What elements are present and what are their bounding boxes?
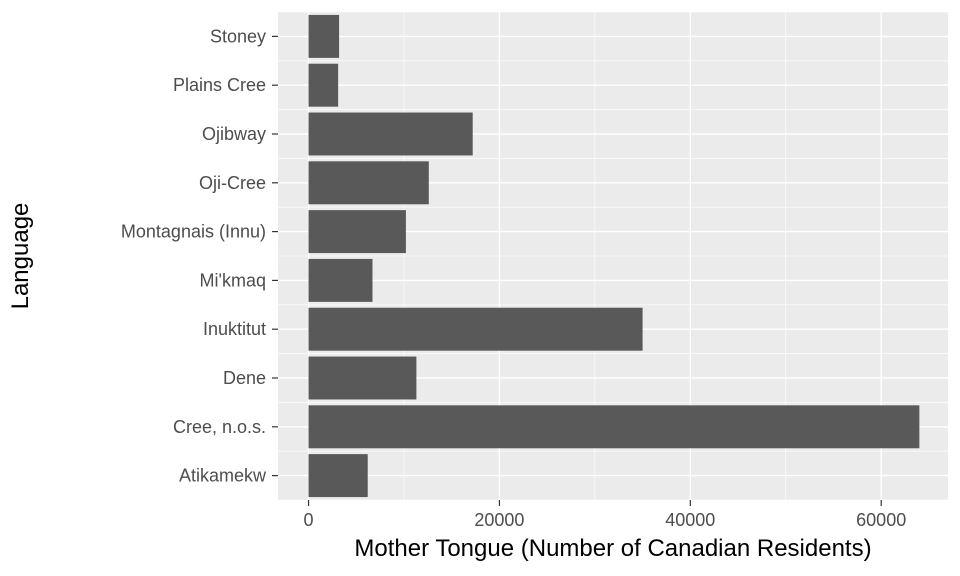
bar: [309, 64, 339, 107]
x-tick-label: 60000: [856, 510, 906, 530]
y-tick-label: Dene: [223, 368, 266, 388]
y-tick-label: Montagnais (Innu): [121, 222, 266, 242]
bar: [309, 161, 429, 204]
bar: [309, 454, 368, 497]
y-axis-title: Language: [7, 203, 34, 310]
y-tick-label: Mi'kmaq: [200, 270, 266, 290]
chart-svg: 0 20000 40000 60000 Stoney Plains Cree Ojibway…: [0, 0, 960, 576]
y-tick-label: Inuktitut: [203, 319, 266, 339]
chart-container: 0 20000 40000 60000 Stoney Plains Cree Ojibway…: [0, 0, 960, 576]
bar: [309, 113, 473, 156]
y-tick-label: Plains Cree: [173, 75, 266, 95]
y-tick-label: Oji-Cree: [199, 173, 266, 193]
y-tick-label: Atikamekw: [179, 466, 267, 486]
bar: [309, 210, 406, 253]
bar: [309, 357, 417, 400]
bar: [309, 259, 373, 302]
x-tick-label: 0: [304, 510, 314, 530]
bar: [309, 15, 340, 58]
x-tick-label: 20000: [474, 510, 524, 530]
x-axis-title: Mother Tongue (Number of Canadian Reside…: [354, 535, 871, 562]
x-tick-label: 40000: [665, 510, 715, 530]
bar: [309, 308, 643, 351]
bar: [309, 405, 920, 448]
y-tick-label: Stoney: [210, 26, 266, 46]
y-tick-label: Ojibway: [202, 124, 266, 144]
y-tick-label: Cree, n.o.s.: [173, 417, 266, 437]
